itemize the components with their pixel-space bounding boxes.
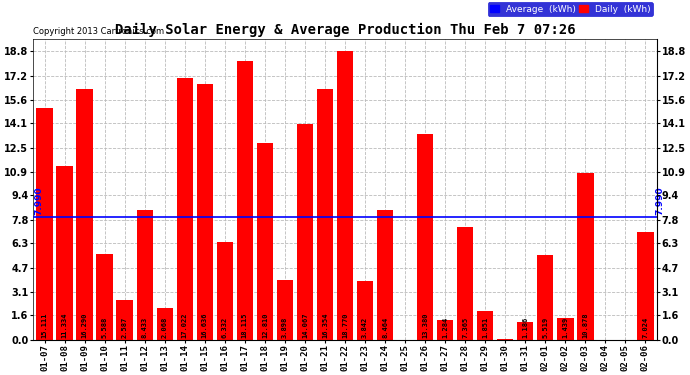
Text: 14.067: 14.067	[302, 313, 308, 338]
Text: 7.990: 7.990	[656, 186, 664, 215]
Text: 16.354: 16.354	[322, 313, 328, 338]
Text: 17.022: 17.022	[181, 313, 188, 338]
Bar	[537, 255, 553, 340]
Text: 15.111: 15.111	[41, 313, 48, 338]
Text: 1.186: 1.186	[522, 317, 529, 338]
Bar	[317, 88, 333, 340]
Text: 1.439: 1.439	[562, 317, 569, 338]
Text: 3.842: 3.842	[362, 317, 368, 338]
Bar	[37, 108, 53, 340]
Bar	[357, 281, 373, 340]
Bar	[497, 339, 513, 340]
Bar	[117, 300, 133, 340]
Bar	[277, 280, 293, 340]
Text: 8.464: 8.464	[382, 317, 388, 338]
Bar	[437, 320, 453, 340]
Bar	[337, 51, 353, 340]
Text: 18.115: 18.115	[242, 313, 248, 338]
Text: 7.990: 7.990	[34, 186, 43, 215]
Title: Daily Solar Energy & Average Production Thu Feb 7 07:26: Daily Solar Energy & Average Production …	[115, 23, 575, 38]
Text: 8.433: 8.433	[141, 317, 148, 338]
Bar	[197, 84, 213, 340]
Bar	[257, 143, 273, 340]
Bar	[477, 311, 493, 340]
Text: 2.587: 2.587	[121, 317, 128, 338]
Text: 5.588: 5.588	[101, 317, 108, 338]
Text: 18.770: 18.770	[342, 313, 348, 338]
Bar	[217, 243, 233, 340]
Bar	[517, 322, 533, 340]
Bar	[637, 232, 653, 340]
Text: 11.334: 11.334	[61, 313, 68, 338]
Text: 13.380: 13.380	[422, 313, 428, 338]
Text: 1.284: 1.284	[442, 317, 448, 338]
Bar	[577, 172, 593, 340]
Bar	[557, 318, 573, 340]
Text: 10.878: 10.878	[582, 313, 589, 338]
Text: 5.519: 5.519	[542, 317, 549, 338]
Text: 2.068: 2.068	[161, 317, 168, 338]
Bar	[377, 210, 393, 340]
Text: 12.810: 12.810	[262, 313, 268, 338]
Text: 7.024: 7.024	[642, 317, 649, 338]
Bar	[137, 210, 153, 340]
Bar	[157, 308, 173, 340]
Bar	[77, 90, 93, 340]
Bar	[177, 78, 193, 340]
Text: 16.636: 16.636	[201, 313, 208, 338]
Text: 1.851: 1.851	[482, 317, 489, 338]
Bar	[57, 166, 73, 340]
Text: 6.332: 6.332	[222, 317, 228, 338]
Text: 7.365: 7.365	[462, 317, 468, 338]
Bar	[97, 254, 113, 340]
Text: Copyright 2013 Cartronics.com: Copyright 2013 Cartronics.com	[32, 27, 164, 36]
Legend: Average  (kWh), Daily  (kWh): Average (kWh), Daily (kWh)	[488, 3, 653, 16]
Bar	[417, 134, 433, 340]
Bar	[457, 226, 473, 340]
Bar	[237, 62, 253, 340]
Bar	[297, 124, 313, 340]
Text: 3.898: 3.898	[282, 317, 288, 338]
Text: 16.290: 16.290	[81, 313, 88, 338]
